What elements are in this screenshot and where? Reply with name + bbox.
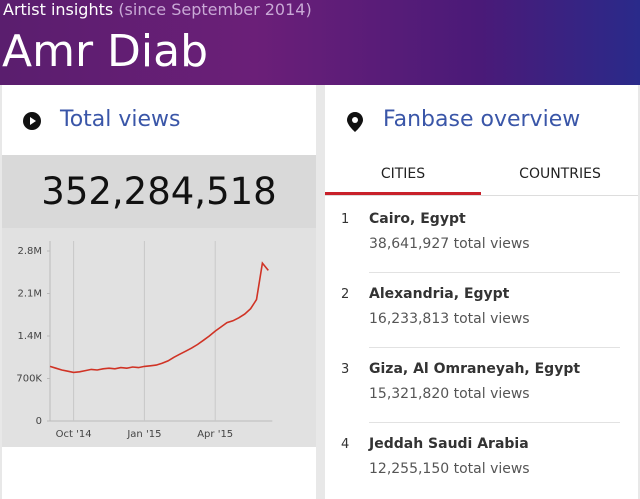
artist-name: Amr Diab — [2, 26, 209, 77]
city-name: Cairo, Egypt — [369, 211, 466, 227]
card-title: Total views — [60, 107, 181, 132]
fanbase-card: Fanbase overview CITIES COUNTRIES 1 Cairo… — [325, 85, 638, 499]
tabs: CITIES COUNTRIES — [325, 155, 638, 196]
city-views: 16,233,813 total views — [369, 311, 530, 327]
city-item: 4 Jeddah Saudi Arabia 12,255,150 total vie… — [325, 423, 638, 498]
rank: 4 — [341, 437, 350, 452]
total-views-value: 352,284,518 — [2, 155, 316, 228]
x-tick-label: Jan '15 — [126, 429, 161, 440]
header-label: Artist insights (since September 2014) — [3, 0, 312, 19]
separator — [369, 347, 620, 348]
line-series — [49, 261, 269, 374]
rank: 1 — [341, 212, 350, 227]
city-name: Jeddah Saudi Arabia — [369, 436, 529, 452]
tab[interactable]: COUNTRIES — [519, 166, 601, 182]
city-name: Giza, Al Omraneyah, Egypt — [369, 361, 581, 377]
y-tick-label: 700K — [16, 374, 42, 385]
separator — [369, 422, 620, 423]
y-tick-label: 1.4M — [17, 331, 42, 342]
city-views: 38,641,927 total views — [369, 236, 530, 252]
city-name: Alexandria, Egypt — [369, 286, 510, 302]
pin-icon — [347, 112, 363, 132]
rank: 2 — [341, 287, 350, 302]
city-item: 1 Cairo, Egypt 38,641,927 total views — [325, 198, 638, 273]
card-title: Fanbase overview — [383, 107, 581, 132]
y-tick-label: 0 — [36, 416, 42, 427]
city-item: 2 Alexandria, Egypt 16,233,813 total views — [325, 273, 638, 348]
play-icon — [23, 112, 41, 130]
x-tick-label: Apr '15 — [197, 429, 233, 440]
city-views: 15,321,820 total views — [369, 386, 530, 402]
tab[interactable]: CITIES — [325, 155, 481, 195]
x-tick-label: Oct '14 — [56, 429, 92, 440]
label: Artist insights — [3, 0, 114, 19]
rank: 3 — [341, 362, 350, 377]
separator — [369, 272, 620, 273]
chart: 0 700K 1.4M 2.1M 2.8M Oct '14 Jan '15 Apr '15 — [16, 241, 273, 440]
total-views-card: Total views 352,284,518 0 700K 1.4M 2.1M 2.8… — [2, 85, 316, 499]
chart-area: 0 700K 1.4M 2.1M 2.8M Oct '14 Jan '15 Apr '15 — [2, 228, 316, 447]
city-item: 3 Giza, Al Omraneyah, Egypt 15,321,820 tot… — [325, 348, 638, 423]
header: Artist insights (since September 2014) A… — [0, 0, 640, 85]
city-views: 12,255,150 total views — [369, 461, 530, 477]
y-tick-label: 2.1M — [17, 289, 42, 300]
y-tick-label: 2.8M — [17, 246, 42, 257]
note: (since September 2014) — [118, 0, 312, 19]
